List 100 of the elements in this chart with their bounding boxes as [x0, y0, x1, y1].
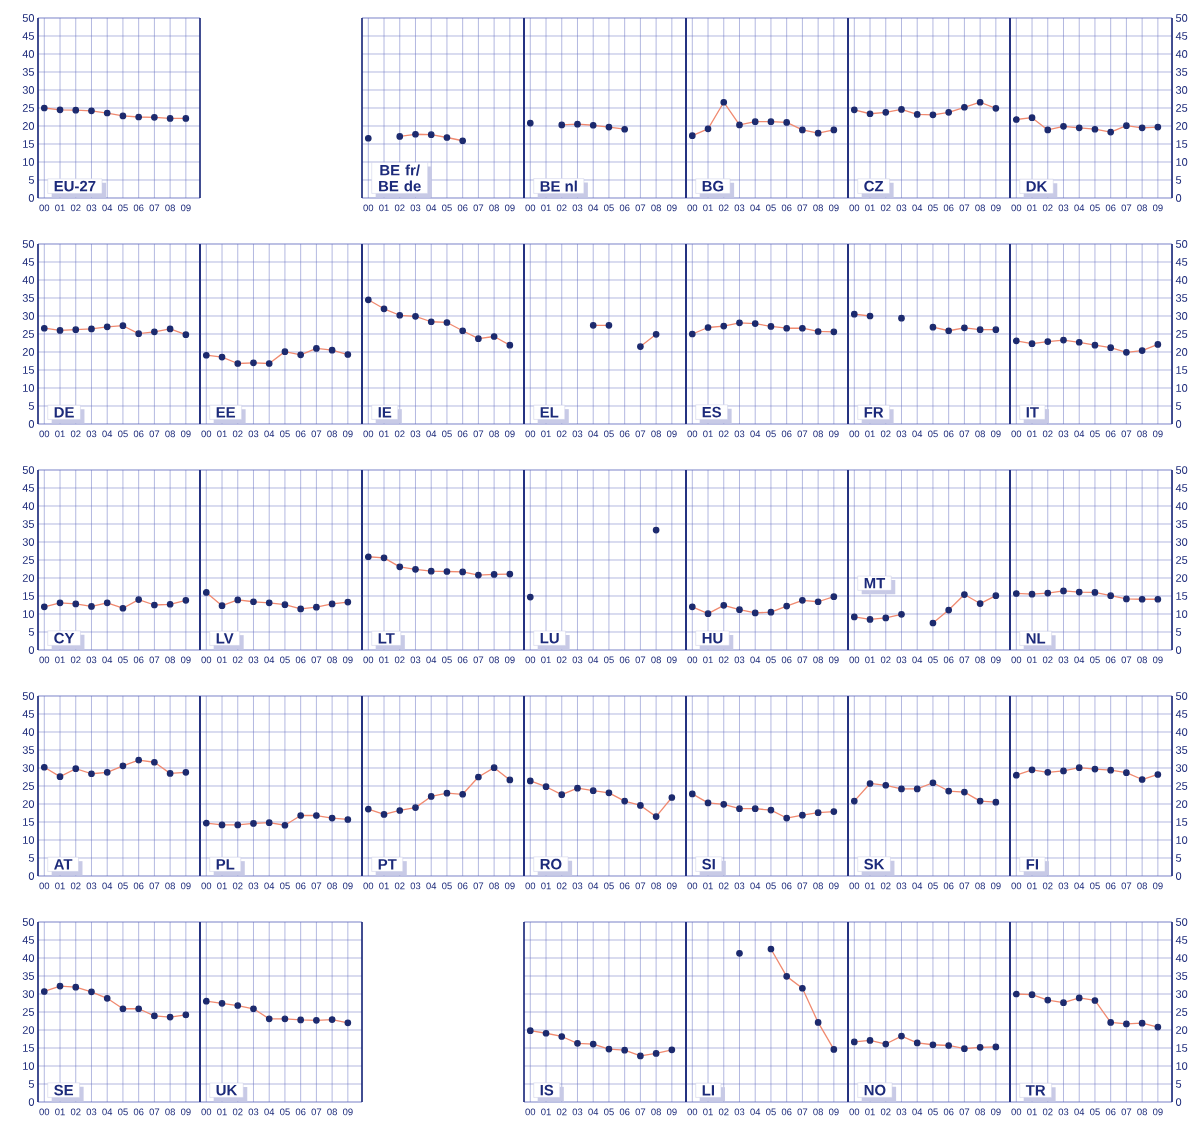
x-tick-label: 03 — [1058, 882, 1069, 890]
x-tick-label: 08 — [327, 656, 337, 664]
point — [234, 596, 242, 604]
x-tick-label: 09 — [180, 430, 191, 438]
point — [976, 98, 984, 106]
point — [1028, 991, 1036, 999]
x-tick-label: 00 — [39, 204, 50, 212]
point — [412, 130, 419, 138]
point — [119, 1005, 127, 1013]
x-tick-label: 02 — [556, 882, 567, 890]
x-tick-label: 06 — [1105, 656, 1116, 664]
x-tick-label: 05 — [1090, 430, 1100, 438]
annotation: DE — [54, 407, 74, 418]
x-tick-label: 02 — [232, 1108, 243, 1116]
x-tick-label: 05 — [442, 656, 452, 664]
point — [459, 327, 467, 335]
x-tick-label: 07 — [473, 204, 484, 212]
point — [40, 104, 48, 112]
x-tick-label: 04 — [1074, 1108, 1085, 1116]
y-tick-label: 25 — [1176, 1008, 1188, 1016]
x-tick-label: 07 — [959, 882, 970, 890]
x-tick-label: 01 — [865, 656, 875, 664]
x-tick-label: 00 — [849, 1108, 860, 1116]
point — [913, 111, 921, 118]
x-tick-label: 00 — [525, 882, 536, 890]
x-tick-label: 09 — [666, 430, 677, 438]
point — [945, 1042, 953, 1049]
x-tick-label: 09 — [180, 1108, 191, 1116]
x-tick-label: 06 — [619, 1108, 630, 1116]
x-tick-label: 07 — [797, 882, 808, 890]
x-tick-label: 08 — [327, 430, 337, 438]
point — [88, 603, 95, 610]
point — [814, 1019, 822, 1026]
y-tick-label: 10 — [1176, 610, 1188, 618]
point — [364, 553, 372, 561]
point — [1123, 349, 1130, 356]
x-tick-label: 03 — [86, 204, 97, 212]
x-tick-label: 02 — [394, 656, 405, 664]
point — [364, 805, 372, 813]
x-tick-label: 04 — [588, 656, 599, 664]
point — [882, 1040, 890, 1048]
x-tick-label: 01 — [541, 656, 551, 664]
point — [751, 320, 759, 327]
point — [668, 794, 676, 801]
point — [866, 616, 874, 623]
x-tick-label: 04 — [912, 656, 923, 664]
point — [1091, 341, 1099, 349]
x-tick-label: 03 — [896, 430, 907, 438]
x-tick-label: 05 — [1090, 656, 1100, 664]
point — [1075, 994, 1083, 1002]
x-tick-label: 08 — [165, 204, 175, 212]
x-tick-label: 07 — [311, 1108, 322, 1116]
x-tick-label: 08 — [651, 882, 661, 890]
x-tick-label: 01 — [1027, 430, 1037, 438]
y-tick-label: 45 — [1175, 484, 1188, 492]
x-tick-label: 00 — [1011, 204, 1022, 212]
point — [182, 331, 190, 339]
annotation: EL — [540, 407, 559, 418]
point — [380, 305, 388, 313]
point — [882, 108, 890, 116]
y-tick-label: 30 — [22, 764, 35, 772]
x-tick-label: 06 — [295, 1108, 306, 1116]
point — [1075, 764, 1083, 771]
x-tick-label: 04 — [588, 204, 599, 212]
point — [56, 327, 64, 334]
x-tick-label: 08 — [327, 882, 337, 890]
x-tick-label: 09 — [180, 882, 191, 890]
x-tick-label: 09 — [828, 430, 839, 438]
point — [850, 613, 858, 621]
y-tick-label: 20 — [22, 122, 35, 130]
x-tick-label: 06 — [781, 204, 792, 212]
point — [182, 768, 190, 776]
x-tick-label: 03 — [1058, 656, 1069, 664]
point — [929, 779, 937, 787]
y-tick-label: 15 — [23, 140, 35, 148]
y-tick-label: 20 — [1176, 1026, 1188, 1034]
point — [1091, 765, 1099, 773]
y-tick-label: 45 — [22, 710, 35, 718]
point — [688, 603, 696, 611]
point — [621, 1046, 629, 1054]
point — [281, 348, 289, 355]
point — [945, 787, 953, 795]
point — [490, 571, 498, 578]
x-tick-label: 08 — [651, 1108, 661, 1116]
x-tick-label: 05 — [928, 204, 938, 212]
x-tick-label: 06 — [295, 882, 306, 890]
x-tick-label: 09 — [504, 882, 515, 890]
point — [1138, 124, 1146, 132]
point — [443, 134, 451, 141]
x-tick-label: 07 — [311, 882, 322, 890]
point — [506, 341, 514, 349]
x-tick-label: 01 — [55, 430, 65, 438]
point — [1138, 1019, 1146, 1027]
x-tick-label: 01 — [55, 882, 65, 890]
x-tick-label: 06 — [619, 430, 630, 438]
y-tick-label: 50 — [22, 14, 35, 22]
point — [396, 563, 404, 571]
x-tick-label: 06 — [457, 204, 468, 212]
point — [1012, 116, 1020, 123]
point — [72, 600, 80, 608]
